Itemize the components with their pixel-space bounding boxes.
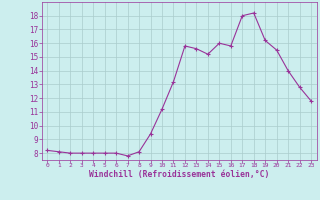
X-axis label: Windchill (Refroidissement éolien,°C): Windchill (Refroidissement éolien,°C) <box>89 170 269 179</box>
